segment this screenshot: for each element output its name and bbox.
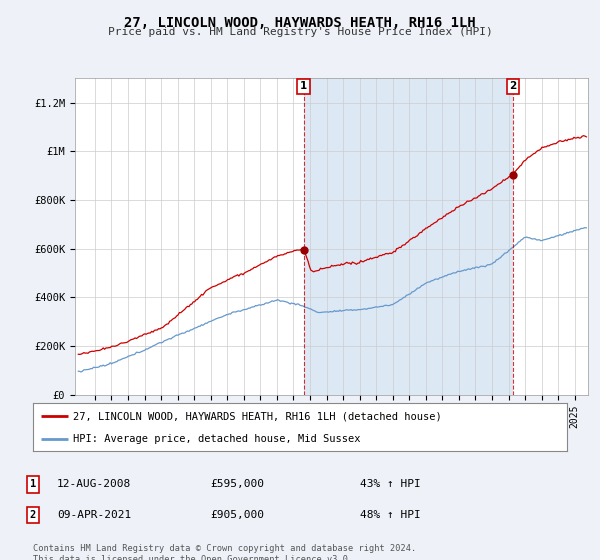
Text: 27, LINCOLN WOOD, HAYWARDS HEATH, RH16 1LH (detached house): 27, LINCOLN WOOD, HAYWARDS HEATH, RH16 1… xyxy=(73,411,442,421)
Text: 09-APR-2021: 09-APR-2021 xyxy=(57,510,131,520)
Text: Price paid vs. HM Land Registry's House Price Index (HPI): Price paid vs. HM Land Registry's House … xyxy=(107,27,493,37)
Text: HPI: Average price, detached house, Mid Sussex: HPI: Average price, detached house, Mid … xyxy=(73,434,361,444)
Text: 1: 1 xyxy=(30,479,36,489)
Text: £595,000: £595,000 xyxy=(210,479,264,489)
Text: 1: 1 xyxy=(300,81,307,91)
Text: 43% ↑ HPI: 43% ↑ HPI xyxy=(360,479,421,489)
Text: 2: 2 xyxy=(30,510,36,520)
Text: Contains HM Land Registry data © Crown copyright and database right 2024.
This d: Contains HM Land Registry data © Crown c… xyxy=(33,544,416,560)
Text: 2: 2 xyxy=(509,81,517,91)
Text: £905,000: £905,000 xyxy=(210,510,264,520)
Bar xyxy=(304,78,513,395)
Text: 12-AUG-2008: 12-AUG-2008 xyxy=(57,479,131,489)
Text: 27, LINCOLN WOOD, HAYWARDS HEATH, RH16 1LH: 27, LINCOLN WOOD, HAYWARDS HEATH, RH16 1… xyxy=(124,16,476,30)
Text: 48% ↑ HPI: 48% ↑ HPI xyxy=(360,510,421,520)
